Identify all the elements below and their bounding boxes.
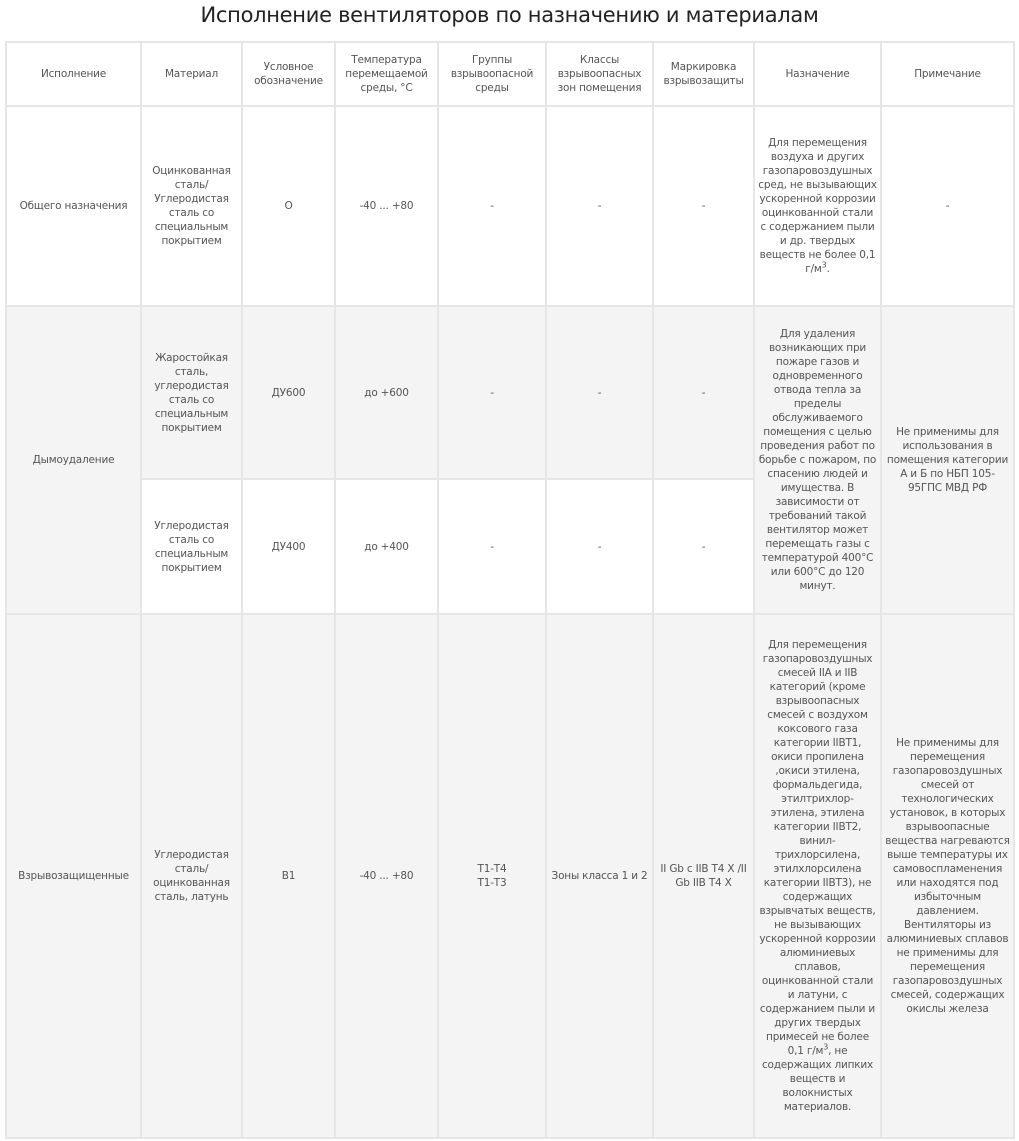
cell-temperature: -40 ... +80 — [334, 105, 439, 307]
group-line-2: Т1-Т3 — [477, 877, 507, 889]
cell-material: Оцинкованная сталь/ Углеродистая сталь с… — [140, 105, 243, 307]
cell-marking: - — [652, 478, 755, 615]
header-temperature: Температура перемещаемой среды, °С — [334, 41, 439, 107]
header-row: Исполнение Материал Условное обозначение… — [5, 41, 1015, 107]
table-row-smoke-2: Углеродистая сталь со специальным покрыт… — [6, 478, 1014, 615]
header-execution: Исполнение — [5, 41, 142, 107]
cell-groups: Т1-Т4 Т1-Т3 — [437, 613, 547, 1139]
header-material: Материал — [140, 41, 243, 107]
cell-material: Углеродистая сталь со специальным покрыт… — [140, 478, 243, 615]
cell-designation: В1 — [241, 613, 336, 1139]
cell-marking: - — [652, 105, 755, 307]
cell-note: Не применимы для перемещения газопаровоз… — [880, 613, 1015, 1139]
cell-note: Не применимы для использования в помещен… — [880, 305, 1015, 615]
header-groups: Группы взрывоопасной среды — [437, 41, 547, 107]
group-line-1: Т1-Т4 — [477, 863, 507, 875]
header-marking: Маркировка взрывозащиты — [652, 41, 755, 107]
purpose-sup: 3 — [823, 1042, 829, 1052]
cell-execution: Дымоудаление — [5, 305, 142, 615]
cell-groups: - — [437, 105, 547, 307]
header-designation: Условное обозначение — [241, 41, 336, 107]
table-row-explosion: Взрывозащищенные Углеродистая сталь/ оци… — [5, 613, 1015, 1139]
cell-zones: - — [545, 105, 654, 307]
cell-designation: ДУ400 — [241, 478, 336, 615]
cell-temperature: до +600 — [334, 305, 439, 480]
cell-designation: ДУ600 — [241, 305, 336, 480]
cell-material: Углеродистая сталь/ оцинкованная сталь, … — [140, 613, 243, 1139]
cell-zones: - — [545, 305, 654, 480]
cell-purpose: Для удаления возникающих при пожаре газо… — [753, 305, 882, 615]
table-row-general: Общего назначения Оцинкованная сталь/ Уг… — [5, 105, 1015, 307]
cell-temperature: до +400 — [334, 478, 439, 615]
cell-note: - — [880, 105, 1015, 307]
header-note: Примечание — [880, 41, 1015, 107]
cell-marking: - — [652, 305, 755, 480]
cell-temperature: -40 ... +80 — [334, 613, 439, 1139]
cell-designation: О — [241, 105, 336, 307]
purpose-text: Для перемещения воздуха и других газопар… — [758, 137, 877, 275]
purpose-end: , не содержащих липких веществ и волокни… — [761, 1045, 874, 1113]
purpose-sup: 3 — [821, 260, 827, 270]
header-purpose: Назначение — [753, 41, 882, 107]
cell-execution: Общего назначения — [5, 105, 142, 307]
table-row-smoke-1: Дымоудаление Жаростойкая сталь, углероди… — [5, 305, 1015, 615]
page-title: Исполнение вентиляторов по назначению и … — [200, 3, 819, 27]
cell-execution: Взрывозащищенные — [5, 613, 142, 1139]
cell-groups: - — [437, 478, 547, 615]
cell-marking: II Gb с IIB T4 X /II Gb IIB T4 X — [652, 613, 755, 1139]
cell-purpose: Для перемещения газопаровоздушных смесей… — [753, 613, 882, 1139]
cell-material: Жаростойкая сталь, углеродистая сталь со… — [140, 305, 243, 480]
fan-execution-table: Исполнение Материал Условное обозначение… — [5, 41, 1015, 1139]
cell-purpose: Для перемещения воздуха и других газопар… — [753, 105, 882, 307]
cell-groups: - — [437, 305, 547, 480]
purpose-text: Для перемещения газопаровоздушных смесей… — [759, 639, 876, 1057]
cell-zones: - — [545, 478, 654, 615]
cell-zones: Зоны класса 1 и 2 — [545, 613, 654, 1139]
purpose-end: . — [826, 263, 830, 275]
header-zones: Классы взрывоопасных зон помещения — [545, 41, 654, 107]
